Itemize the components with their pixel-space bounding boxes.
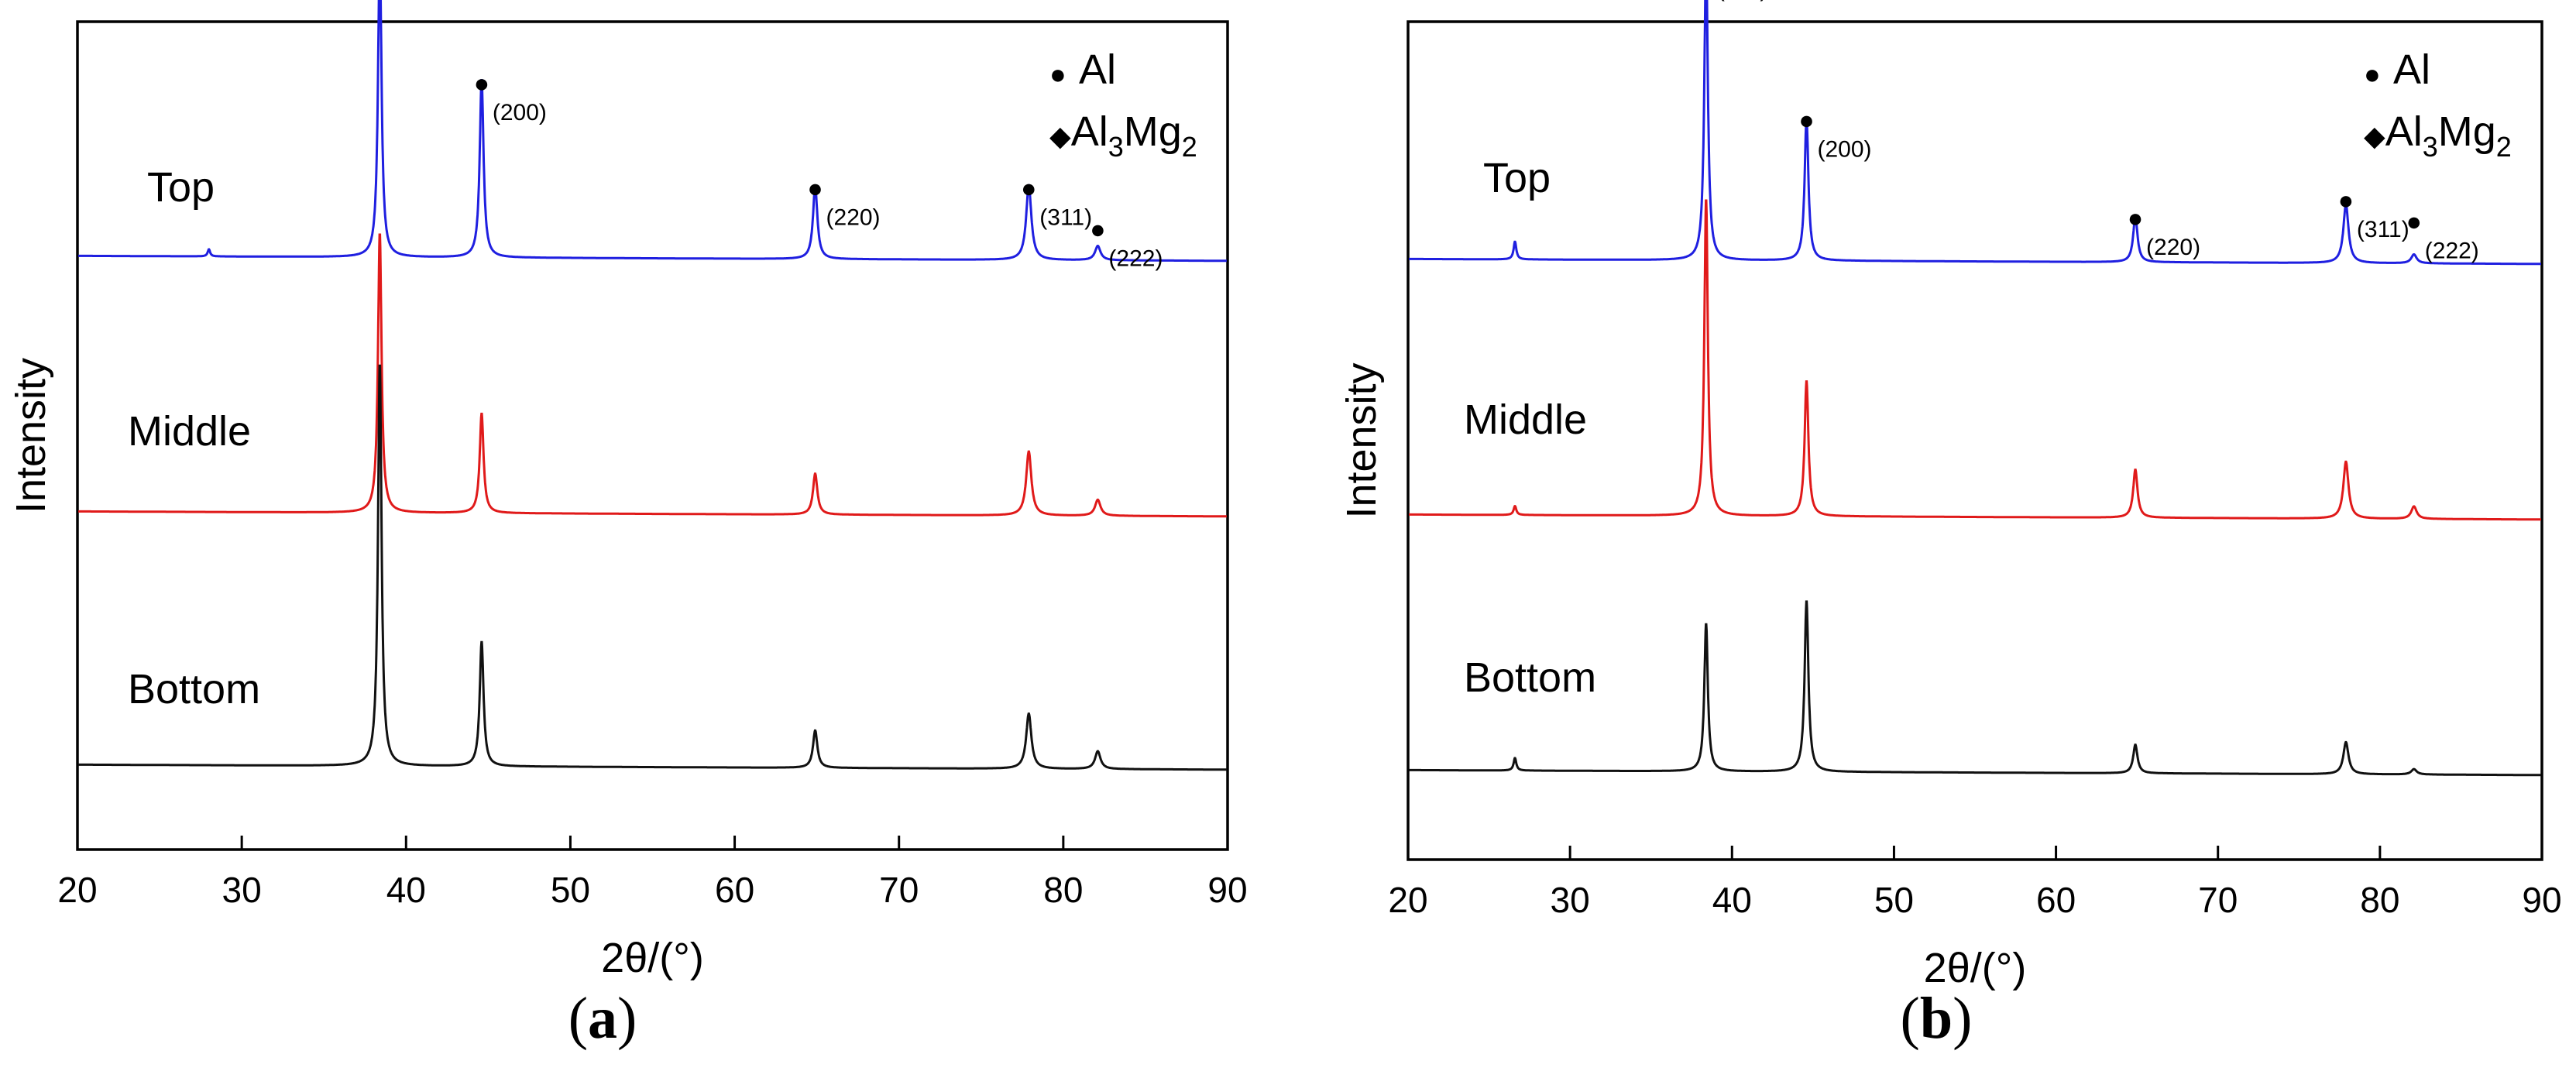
legend-marker: ●: [2364, 58, 2381, 90]
series-line-bottom: [1409, 600, 2541, 777]
legend-label: ◆Al3Mg2: [1049, 108, 1197, 163]
legend-text-part: 2: [2496, 131, 2512, 163]
series-line-middle: [1409, 199, 2541, 521]
plot-frame: [1406, 20, 2543, 861]
al-peak-marker: ●: [1798, 106, 1815, 136]
series-label-top: Top: [1483, 155, 1551, 201]
legend-text-part: Al: [1071, 108, 1108, 155]
legend-marker: ●: [1049, 58, 1066, 90]
al-peak-marker: ●: [2406, 208, 2423, 237]
miller-index-label: (311): [2357, 217, 2409, 242]
legend: ● Al◆Al3Mg2: [2364, 46, 2512, 163]
legend-text-part: ◆: [2364, 120, 2385, 152]
miller-index-label: (222): [1108, 245, 1163, 271]
series-label-bottom: Bottom: [128, 666, 260, 712]
legend: ● Al◆Al3Mg2: [1049, 46, 1197, 163]
panel-caption: (b): [1901, 986, 1973, 1051]
x-axis-label: 2θ/(°): [601, 935, 704, 981]
legend-label: ◆Al3Mg2: [2364, 108, 2512, 163]
caption-part: ): [617, 986, 637, 1051]
plot-frame: [76, 20, 1229, 851]
series-line-bottom: [78, 364, 1227, 771]
series-line-top: [78, 0, 1227, 263]
chart-panel-a: 20 30 40 50 60 70 80 90 2θ/(°) Intensity Top Middle…: [8, 0, 1248, 1051]
legend-text-part: Mg: [1124, 108, 1182, 155]
series-line-middle: [78, 233, 1227, 518]
x-tick-label: 30: [222, 870, 262, 910]
miller-index-label: (200): [1817, 137, 1871, 163]
x-axis-label: 2θ/(°): [1924, 945, 2027, 991]
series-line-top: [1409, 0, 2541, 266]
al-peak-marker: ●: [474, 69, 490, 98]
miller-index-label: (111): [1717, 0, 1768, 2]
x-tick-label: 50: [1874, 880, 1914, 920]
x-tick-label: 40: [1712, 880, 1752, 920]
miller-index-label: (220): [826, 205, 881, 231]
x-tick-label: 50: [551, 870, 590, 910]
x-tick-label: 20: [1388, 880, 1427, 920]
caption-part: (: [568, 986, 588, 1051]
miller-index-label: (220): [2146, 235, 2200, 260]
chart-panel-b: 20 30 40 50 60 70 80 90 2θ/(°) Intensity Top Middle…: [1338, 0, 2562, 1051]
series-label-top: Top: [147, 164, 215, 211]
al-peak-marker: ●: [807, 174, 823, 204]
legend-text-part: 2: [1182, 131, 1197, 163]
y-axis-label: Intensity: [8, 358, 54, 513]
legend-text-part: 3: [1108, 131, 1124, 163]
caption-part: a: [588, 986, 617, 1051]
caption-part: (: [1901, 986, 1920, 1051]
legend-label: Al: [2393, 46, 2430, 93]
miller-index-label: (200): [493, 100, 547, 125]
legend-text-part: Mg: [2438, 108, 2496, 155]
al-peak-marker: ●: [1021, 174, 1037, 204]
x-tick-label: 70: [879, 870, 919, 910]
x-tick-label: 80: [2360, 880, 2399, 920]
caption-part: ): [1953, 986, 1972, 1051]
legend-text-part: 3: [2423, 131, 2438, 163]
miller-index-label: (311): [1039, 205, 1092, 231]
al-peak-marker: ●: [2128, 204, 2144, 233]
panel-caption: (a): [568, 986, 637, 1051]
x-tick-label: 30: [1551, 880, 1590, 920]
al-peak-marker: ●: [1090, 215, 1106, 244]
caption-part: b: [1920, 986, 1953, 1051]
series-label-middle: Middle: [128, 408, 251, 455]
series-label-bottom: Bottom: [1464, 654, 1596, 701]
legend-label: Al: [1079, 46, 1116, 93]
x-tick-label: 90: [1207, 870, 1247, 910]
x-tick-label: 60: [715, 870, 754, 910]
x-tick-label: 20: [57, 870, 97, 910]
x-tick-label: 80: [1043, 870, 1083, 910]
x-tick-label: 40: [386, 870, 426, 910]
al-peak-marker: ●: [2338, 186, 2354, 215]
legend-text-part: Al: [2385, 108, 2423, 155]
legend-text-part: ◆: [1049, 120, 1071, 152]
x-tick-label: 70: [2198, 880, 2238, 920]
x-tick-label: 60: [2036, 880, 2076, 920]
series-label-middle: Middle: [1464, 397, 1587, 443]
miller-index-label: (222): [2425, 239, 2479, 264]
x-tick-label: 90: [2522, 880, 2561, 920]
y-axis-label: Intensity: [1338, 362, 1385, 518]
